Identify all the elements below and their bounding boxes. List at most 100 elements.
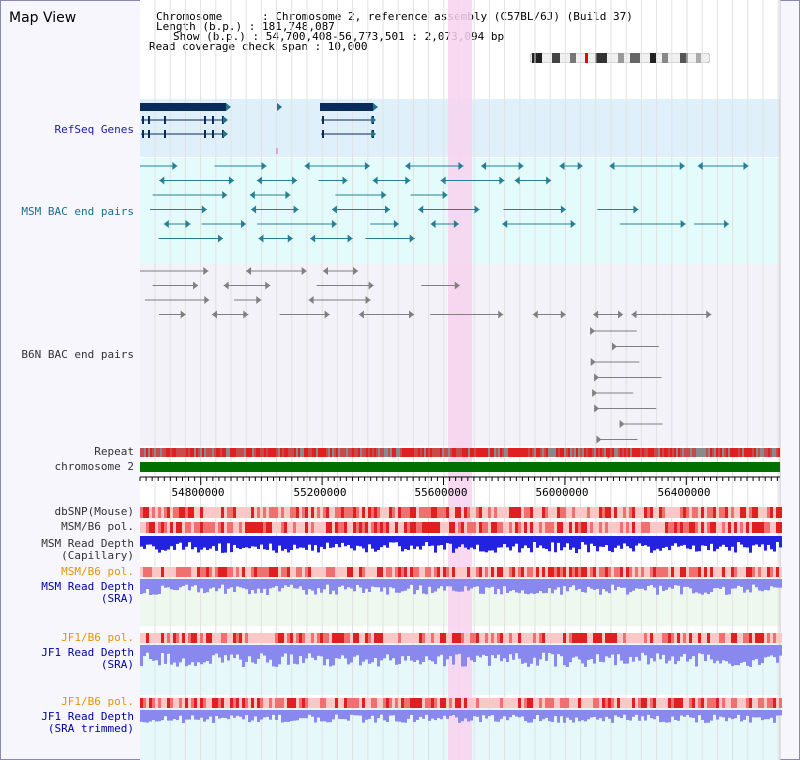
depth-bar bbox=[437, 579, 440, 589]
track-label-msm-read-depth-capillary[interactable]: MSM Read Depth bbox=[41, 537, 134, 550]
heat-cell bbox=[605, 522, 608, 533]
heat-cell bbox=[578, 522, 581, 533]
depth-bar bbox=[224, 536, 227, 553]
track-label-repeat[interactable]: Repeat bbox=[94, 445, 134, 458]
depth-bar bbox=[620, 710, 623, 719]
depth-bar bbox=[434, 645, 437, 665]
heat-cell bbox=[488, 567, 491, 577]
depth-bar bbox=[557, 579, 560, 588]
heat-cell bbox=[692, 522, 695, 533]
heat-cell bbox=[407, 507, 410, 518]
depth-bar bbox=[638, 710, 641, 721]
depth-bar bbox=[263, 710, 266, 718]
heat-cell bbox=[641, 698, 644, 708]
depth-bar bbox=[521, 645, 524, 664]
heat-cell bbox=[410, 567, 413, 577]
heat-cell bbox=[347, 633, 350, 643]
track-label-msm-bac[interactable]: MSM BAC end pairs bbox=[21, 205, 134, 218]
heat-cell bbox=[593, 633, 596, 643]
depth-bar bbox=[176, 579, 179, 591]
bac-end-marker bbox=[172, 162, 178, 170]
heat-cell bbox=[737, 567, 740, 577]
depth-bar bbox=[722, 579, 725, 587]
repeat-segment bbox=[302, 448, 304, 457]
heat-cell bbox=[173, 633, 176, 643]
heat-cell bbox=[323, 507, 326, 518]
repeat-segment bbox=[498, 448, 500, 457]
heat-cell bbox=[563, 507, 566, 518]
heat-cell bbox=[617, 567, 620, 577]
heat-cell bbox=[689, 567, 692, 577]
heat-cell bbox=[725, 522, 728, 533]
repeat-segment bbox=[404, 448, 406, 457]
heat-cell bbox=[554, 633, 557, 643]
repeat-segment bbox=[424, 448, 426, 457]
depth-bar bbox=[632, 579, 635, 591]
track-label-jf1-b6-pol[interactable]: JF1/B6 pol. bbox=[61, 631, 134, 644]
depth-bar bbox=[566, 579, 569, 592]
depth-bar bbox=[251, 579, 254, 590]
heat-cell bbox=[749, 698, 752, 708]
depth-bar bbox=[572, 579, 575, 586]
heat-cell bbox=[512, 698, 515, 708]
repeat-segment bbox=[598, 448, 600, 457]
heat-cell bbox=[554, 698, 557, 708]
track-label-refseq[interactable]: RefSeq Genes bbox=[54, 123, 134, 136]
repeat-segment bbox=[500, 448, 502, 457]
heat-cell bbox=[431, 567, 434, 577]
depth-bar bbox=[527, 645, 530, 667]
repeat-segment bbox=[574, 448, 576, 457]
depth-bar bbox=[143, 536, 146, 549]
heat-cell bbox=[713, 567, 716, 577]
depth-bar bbox=[458, 710, 461, 723]
heat-cell bbox=[680, 522, 683, 533]
depth-bar bbox=[338, 710, 341, 719]
track-label-jf1-read-depth-trimmed[interactable]: JF1 Read Depth bbox=[41, 710, 134, 723]
track-label-jf1-read-depth-sra[interactable]: JF1 Read Depth bbox=[41, 646, 134, 659]
heat-cell bbox=[746, 567, 749, 577]
depth-bar bbox=[554, 710, 557, 717]
repeat-segment bbox=[406, 448, 408, 457]
heat-cell bbox=[173, 507, 176, 518]
repeat-segment bbox=[756, 448, 758, 457]
track-label-msm-b6-pol[interactable]: MSM/B6 pol. bbox=[61, 520, 134, 533]
heat-cell bbox=[155, 507, 158, 518]
chromosome-ideogram[interactable] bbox=[530, 53, 710, 63]
repeat-segment bbox=[582, 448, 584, 457]
depth-bar bbox=[434, 579, 437, 592]
heat-cell bbox=[557, 698, 560, 708]
heat-cell bbox=[224, 507, 227, 518]
depth-bar bbox=[533, 536, 536, 542]
track-label-chromosome[interactable]: chromosome 2 bbox=[54, 460, 134, 473]
track-label-msm-read-depth-sra[interactable]: MSM Read Depth bbox=[41, 580, 134, 593]
depth-bar bbox=[500, 536, 503, 548]
track-label-jf1-b6-pol-2[interactable]: JF1/B6 pol. bbox=[61, 695, 134, 708]
heat-cell bbox=[494, 507, 497, 518]
track-label-dbsnp[interactable]: dbSNP(Mouse) bbox=[54, 505, 134, 518]
depth-bar bbox=[632, 536, 635, 552]
heat-cell bbox=[380, 698, 383, 708]
heat-cell bbox=[308, 522, 311, 533]
depth-bar bbox=[779, 645, 782, 656]
exon-mark bbox=[142, 130, 144, 138]
depth-bar bbox=[488, 645, 491, 666]
depth-bar bbox=[254, 710, 257, 717]
repeat-segment bbox=[160, 448, 162, 457]
depth-bar bbox=[662, 645, 665, 655]
depth-bar bbox=[740, 645, 743, 663]
bac-end-marker bbox=[265, 281, 271, 290]
heat-cell bbox=[461, 522, 464, 533]
heat-cell bbox=[191, 567, 194, 577]
heat-cell bbox=[242, 522, 245, 533]
track-label-msm-b6-pol-2[interactable]: MSM/B6 pol. bbox=[61, 565, 134, 578]
bac-end-marker bbox=[481, 162, 487, 170]
heat-cell bbox=[764, 567, 767, 577]
heat-cell bbox=[506, 507, 509, 518]
heat-cell bbox=[659, 507, 662, 518]
heat-cell bbox=[374, 633, 377, 643]
track-label-b6n-bac[interactable]: B6N BAC end pairs bbox=[21, 348, 134, 361]
heat-cell bbox=[518, 698, 521, 708]
heat-cell bbox=[647, 698, 650, 708]
page-title: Map View bbox=[9, 10, 77, 26]
